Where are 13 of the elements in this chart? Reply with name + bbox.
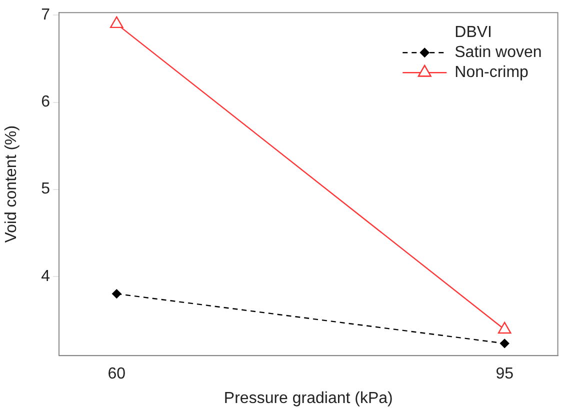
legend-label: Satin woven — [454, 44, 542, 62]
x-tick-label: 95 — [496, 366, 514, 383]
x-tick-label: 60 — [108, 366, 126, 383]
y-tick-label: 5 — [41, 180, 50, 198]
point — [112, 289, 122, 298]
y-tick-label: 7 — [41, 6, 50, 24]
legend-title: DBVI — [454, 24, 492, 42]
legend-label: Non-crimp — [454, 64, 529, 82]
y-tick-label: 6 — [41, 94, 50, 111]
y-axis-title: Void content (%) — [3, 125, 20, 243]
y-tick-label: 4 — [41, 268, 50, 285]
x-axis-title: Pressure gradiant (kPa) — [224, 390, 393, 407]
point — [500, 338, 510, 348]
